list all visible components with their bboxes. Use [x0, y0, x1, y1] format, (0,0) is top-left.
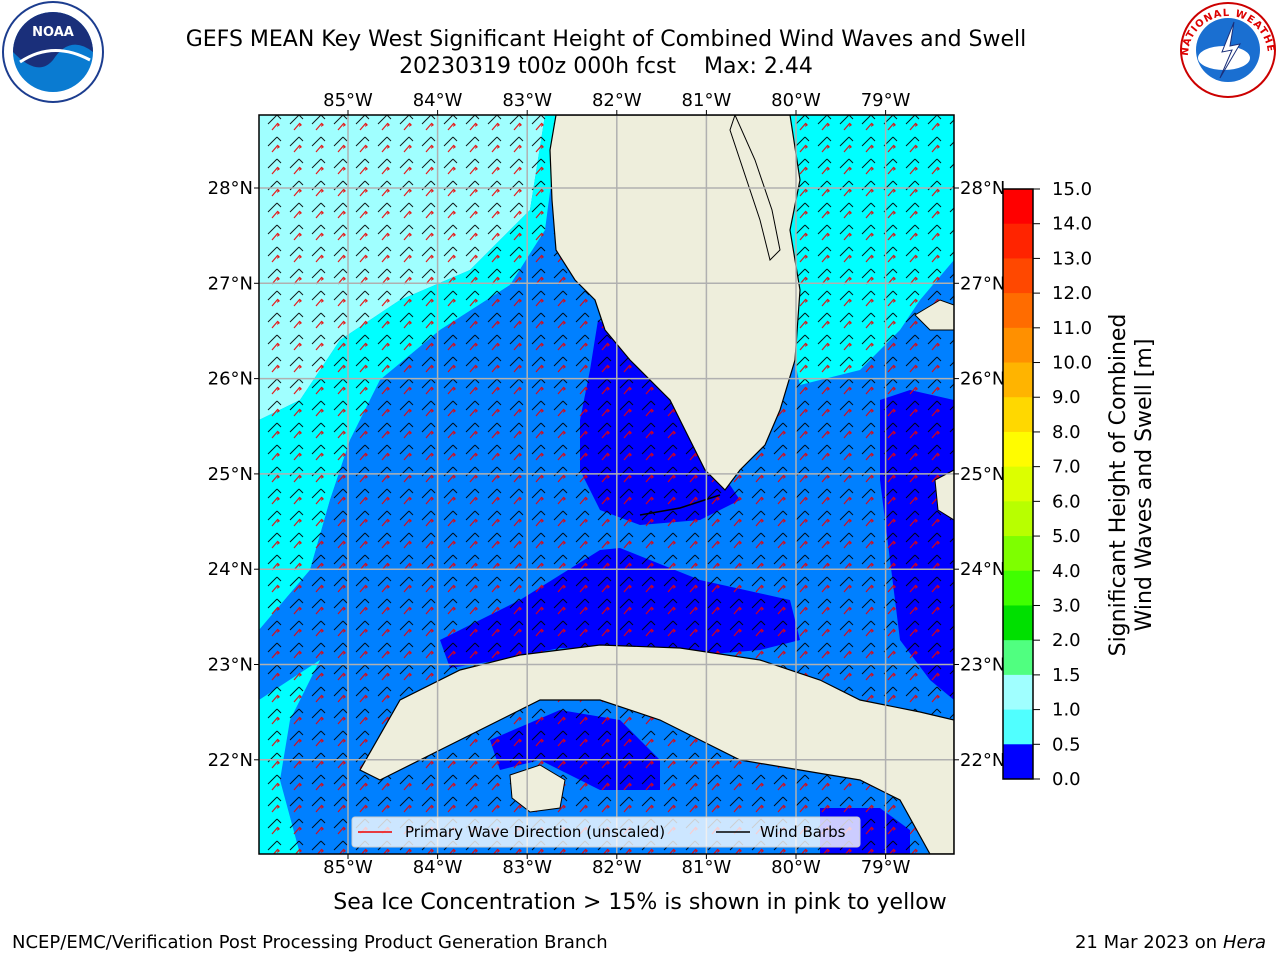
lon-label: 80°W [771, 90, 821, 111]
colorbar-tick-label: 9.0 [1052, 387, 1081, 408]
chart-subtitle: 20230319 t00z 000h fcst Max: 2.44 [0, 54, 1212, 80]
colorbar-tick-label: 14.0 [1052, 214, 1092, 235]
map-legend: Primary Wave Direction (unscaled) Wind B… [351, 816, 861, 848]
date-text: 21 Mar 2023 on [1074, 932, 1218, 953]
colorbar-segment [1003, 397, 1033, 433]
map-plot-area [259, 115, 954, 854]
colorbar-segment [1003, 431, 1033, 468]
credit-text: NCEP/EMC/Verification Post Processing Pr… [12, 932, 608, 953]
lat-label: 26°N [208, 369, 253, 390]
colorbar-tick-label: 15.0 [1052, 179, 1092, 200]
colorbar-segment [1003, 189, 1033, 225]
colorbar-tick-label: 4.0 [1052, 561, 1081, 582]
legend-wave-label: Primary Wave Direction (unscaled) [405, 823, 665, 841]
colorbar-label-line1: Significant Height of Combined [1106, 314, 1131, 657]
lat-label: 25°N [208, 464, 253, 485]
lon-labels-bottom: 85°W 84°W 83°W 82°W 81°W 80°W 79°W [323, 857, 911, 878]
colorbar-tick-label: 1.5 [1052, 665, 1081, 686]
colorbar-tick-label: 8.0 [1052, 422, 1081, 443]
noaa-logo: NOAA [2, 1, 104, 103]
colorbar-tick-label: 12.0 [1052, 283, 1092, 304]
lon-label: 81°W [682, 857, 732, 878]
colorbar-tick-label: 10.0 [1052, 353, 1092, 374]
lon-label: 81°W [682, 90, 732, 111]
date-stamp: 21 Mar 2023 on Hera [1075, 932, 1266, 953]
colorbar-tick-label: 5.0 [1052, 526, 1081, 547]
lon-label: 79°W [861, 857, 911, 878]
lat-label: 26°N [960, 369, 1005, 390]
lat-label: 24°N [960, 559, 1005, 580]
colorbar-segment [1003, 640, 1033, 676]
lon-label: 82°W [592, 857, 642, 878]
sea-ice-note: Sea Ice Concentration > 15% is shown in … [333, 890, 947, 915]
colorbar-segment [1003, 674, 1033, 711]
lon-label: 79°W [861, 90, 911, 111]
colorbar-tick-label: 2.0 [1052, 630, 1081, 651]
lat-labels-right: 28°N 27°N 26°N 25°N 24°N 23°N 22°N [960, 178, 1005, 771]
colorbar-segment [1003, 223, 1033, 259]
nws-logo: NATIONAL WEATHER SERVICE [1178, 0, 1276, 98]
host-name: Hera [1222, 932, 1266, 953]
colorbar-segment [1003, 709, 1033, 745]
lon-label: 80°W [771, 857, 821, 878]
noaa-logo-text: NOAA [32, 25, 74, 40]
colorbar-tick-label: 7.0 [1052, 457, 1081, 478]
cuba-land [359, 644, 954, 854]
lat-label: 23°N [960, 655, 1005, 676]
colorbar-tick-label: 6.0 [1052, 491, 1081, 512]
lat-label: 24°N [208, 559, 253, 580]
lat-lon-gridlines [259, 115, 954, 854]
lon-label: 82°W [592, 90, 642, 111]
lat-label: 28°N [960, 178, 1005, 199]
colorbar-tick-label: 3.0 [1052, 595, 1081, 616]
chart-title: GEFS MEAN Key West Significant Height of… [185, 27, 1027, 52]
colorbar-tick-label: 0.5 [1052, 734, 1081, 755]
colorbar-segment [1003, 501, 1033, 537]
map-frame [258, 114, 955, 855]
colorbar-ticks: 15.0 14.0 13.0 12.0 11.0 10.0 9.0 8.0 7.0 6.0 5.0 4… [1033, 179, 1092, 790]
lat-label: 22°N [960, 750, 1005, 771]
colorbar-segment [1003, 570, 1033, 606]
lat-label: 27°N [208, 273, 253, 294]
lon-label: 83°W [502, 90, 552, 111]
lat-labels-left: 28°N 27°N 26°N 25°N 24°N 23°N 22°N [208, 178, 253, 771]
colorbar-tick-label: 11.0 [1052, 318, 1092, 339]
florida-land [549, 115, 801, 491]
legend-wind-label: Wind Barbs [760, 823, 846, 841]
colorbar-segment [1003, 293, 1033, 329]
colorbar-label-line2: Wind Waves and Swell [m] [1132, 339, 1157, 632]
colorbar-segment [1003, 362, 1033, 398]
max-value: Max: 2.44 [704, 54, 813, 79]
colorbar-tick-label: 0.0 [1052, 769, 1081, 790]
colorbar-segment [1003, 466, 1033, 502]
colorbar-segment [1003, 536, 1033, 572]
lon-label: 84°W [413, 857, 463, 878]
colorbar-segment [1003, 605, 1033, 641]
colorbar-segment [1003, 258, 1033, 294]
grand-bahama [914, 299, 954, 331]
colorbar [1003, 189, 1033, 780]
lat-label: 27°N [960, 273, 1005, 294]
lon-labels-top: 85°W 84°W 83°W 82°W 81°W 80°W 79°W [323, 90, 911, 111]
colorbar-segment [1003, 327, 1033, 364]
colorbar-frame [1002, 188, 1034, 780]
lon-label: 84°W [413, 90, 463, 111]
colorbar-tick-label: 13.0 [1052, 248, 1092, 269]
lat-label: 23°N [208, 655, 253, 676]
lat-label: 22°N [208, 750, 253, 771]
lon-label: 83°W [502, 857, 552, 878]
forecast-run: 20230319 t00z 000h fcst [399, 54, 677, 79]
colorbar-segment [1003, 744, 1033, 779]
lon-label: 85°W [323, 90, 373, 111]
colorbar-tick-label: 1.0 [1052, 700, 1081, 721]
lon-label: 85°W [323, 857, 373, 878]
lat-label: 28°N [208, 178, 253, 199]
lat-label: 25°N [960, 464, 1005, 485]
map-ticks [254, 110, 959, 859]
isla-juventud [509, 764, 566, 813]
